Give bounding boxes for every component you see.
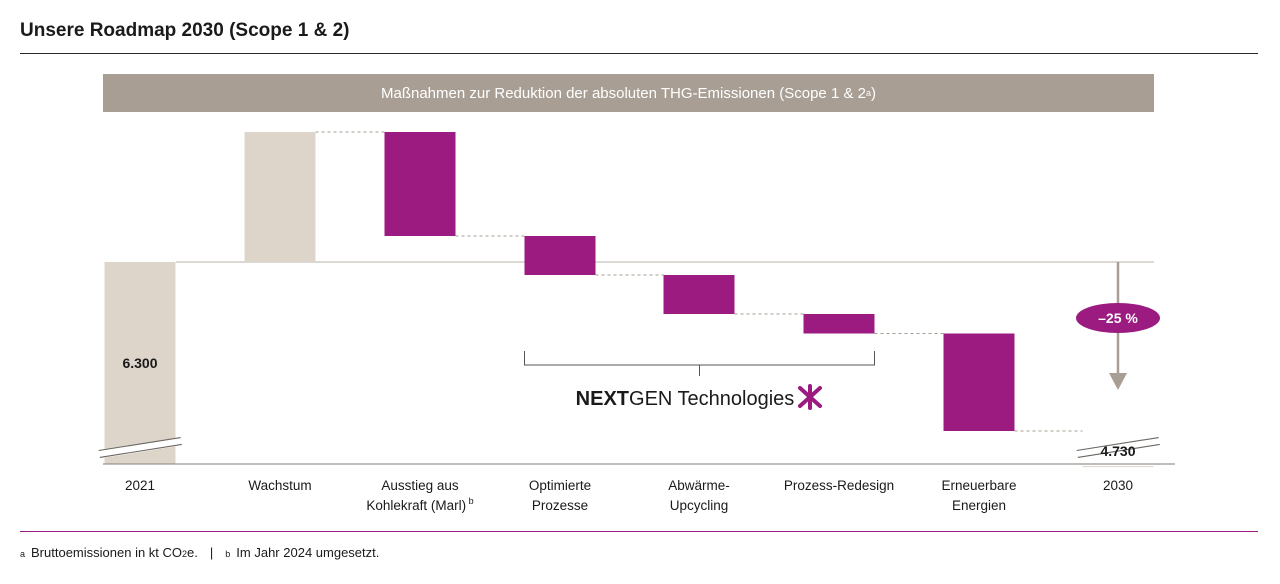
category-label: Optimierte Prozesse	[529, 478, 591, 513]
footer-divider	[20, 531, 1258, 532]
category-label-line: Abwärme-	[668, 478, 730, 493]
category-label: 2030	[1103, 478, 1133, 493]
category-label-line: Energien	[952, 498, 1006, 513]
footnote-a-text: Bruttoemissionen in kt CO	[31, 545, 183, 560]
nextgen-label-rest: GEN Technologies	[629, 388, 794, 410]
nextgen-label: NEXTGEN Technologies	[576, 388, 795, 410]
category-label-line: Prozesse	[532, 498, 588, 513]
footnote-a-subscript: 2	[182, 549, 188, 559]
axis-break-line	[1077, 443, 1160, 458]
category-label: Erneuerbare Energien	[941, 478, 1016, 513]
category-label: Abwärme- Upcycling	[668, 478, 730, 513]
axis-break-gap	[1076, 437, 1160, 459]
bar-4	[524, 236, 596, 275]
category-label-line: Ausstieg aus	[381, 478, 459, 493]
bar-2	[244, 132, 316, 262]
category-label-line: 2030	[1103, 478, 1133, 493]
axis-break-line	[1076, 436, 1159, 452]
category-label-line: Erneuerbare	[941, 478, 1016, 493]
title-divider	[20, 53, 1258, 54]
footnote-b-marker: b	[225, 549, 231, 559]
footnote-a-marker: a	[20, 549, 26, 559]
reduction-arrow-head	[1109, 373, 1127, 390]
category-label-line: Prozess-Redesign	[784, 478, 894, 493]
bar-8	[1082, 466, 1154, 468]
chart-banner: Maßnahmen zur Reduktion der absoluten TH…	[103, 74, 1154, 112]
category-label-line: Upcycling	[670, 498, 729, 513]
nextgen-logo-icon	[798, 384, 822, 410]
footnote-b-text: Im Jahr 2024 umgesetzt.	[236, 545, 380, 560]
bar-5	[663, 275, 735, 314]
banner-text: Maßnahmen zur Reduktion der absoluten TH…	[381, 84, 866, 102]
page-title: Unsere Roadmap 2030 (Scope 1 & 2)	[20, 20, 350, 41]
category-label-line: Optimierte	[529, 478, 591, 493]
banner-footnote-marker: a	[865, 88, 871, 98]
bar-7	[943, 333, 1015, 431]
reduction-badge	[1076, 303, 1160, 333]
footnotes: a Bruttoemissionen in kt CO 2 e. | b Im Ja…	[20, 545, 379, 560]
value-label: 6.300	[122, 355, 157, 371]
category-label-line: Wachstum	[248, 478, 311, 493]
axis-break-line	[99, 443, 182, 458]
footnote-a-tail: e.	[187, 545, 198, 560]
bar-6	[803, 314, 875, 334]
footnote-separator: |	[209, 545, 214, 560]
reduction-label: –25 %	[1098, 310, 1138, 326]
category-label: Prozess-Redesign	[784, 478, 894, 493]
value-label: 4.730	[1100, 443, 1135, 459]
category-label: 2021	[125, 478, 155, 493]
bar-3	[384, 132, 456, 236]
bar-1	[104, 262, 176, 464]
category-label-line: 2021	[125, 478, 155, 493]
banner-close: )	[870, 84, 876, 102]
axis-break-line	[98, 436, 181, 452]
axis-break-gap	[98, 437, 182, 459]
category-footnote-marker: b	[466, 496, 474, 506]
nextgen-label-bold: NEXT	[576, 388, 629, 410]
category-label-line: Kohlekraft (Marl)	[366, 498, 466, 513]
nextgen-bracket	[524, 351, 875, 366]
category-label: Wachstum	[248, 478, 311, 493]
category-label: Ausstieg aus Kohlekraft (Marl) b	[366, 478, 473, 513]
